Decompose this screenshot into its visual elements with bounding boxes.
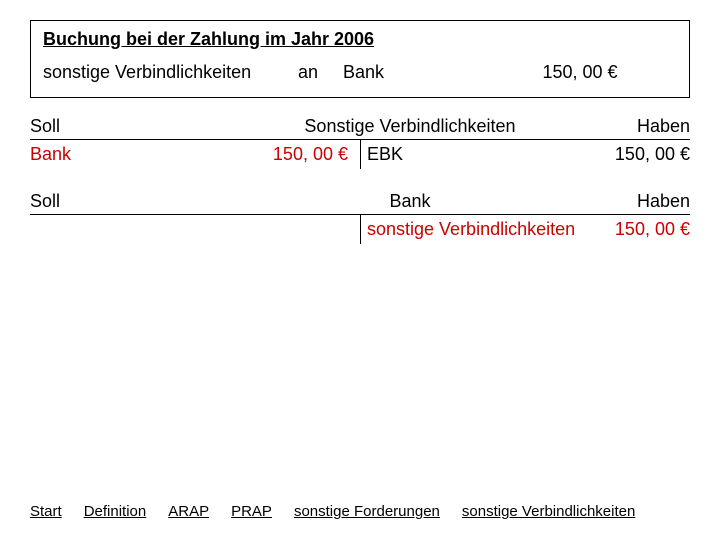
haben-label: Haben: [560, 191, 690, 212]
booking-an: an: [273, 62, 343, 83]
credit-label: sonstige Verbindlichkeiten: [367, 219, 615, 240]
booking-debit: sonstige Verbindlichkeiten: [43, 62, 273, 83]
link-arap[interactable]: ARAP: [168, 503, 209, 520]
taccount-verbindlichkeiten: Soll Sonstige Verbindlichkeiten Haben Ba…: [30, 116, 690, 169]
link-sonstige-forderungen[interactable]: sonstige Forderungen: [294, 503, 440, 520]
booking-amount: 150, 00 €: [483, 62, 677, 83]
credit-label: EBK: [367, 144, 615, 165]
debit-amount: 150, 00 €: [273, 144, 354, 165]
link-sonstige-verbindlichkeiten[interactable]: sonstige Verbindlichkeiten: [462, 503, 635, 520]
footer-nav: Start Definition ARAP PRAP sonstige Ford…: [30, 503, 690, 520]
link-definition[interactable]: Definition: [84, 503, 147, 520]
taccount-bank: Soll Bank Haben sonstige Verbindlichkeit…: [30, 191, 690, 244]
booking-credit: Bank: [343, 62, 483, 83]
credit-amount: 150, 00 €: [615, 144, 690, 165]
booking-box: Buchung bei der Zahlung im Jahr 2006 son…: [30, 20, 690, 98]
booking-title: Buchung bei der Zahlung im Jahr 2006: [43, 29, 677, 50]
link-start[interactable]: Start: [30, 503, 62, 520]
debit-label: [30, 219, 348, 240]
taccount-title: Bank: [260, 191, 560, 212]
debit-label: Bank: [30, 144, 273, 165]
debit-amount: [348, 219, 354, 240]
link-prap[interactable]: PRAP: [231, 503, 272, 520]
credit-amount: 150, 00 €: [615, 219, 690, 240]
taccount-title: Sonstige Verbindlichkeiten: [260, 116, 560, 137]
soll-label: Soll: [30, 191, 260, 212]
haben-label: Haben: [560, 116, 690, 137]
soll-label: Soll: [30, 116, 260, 137]
booking-entry: sonstige Verbindlichkeiten an Bank 150, …: [43, 62, 677, 83]
